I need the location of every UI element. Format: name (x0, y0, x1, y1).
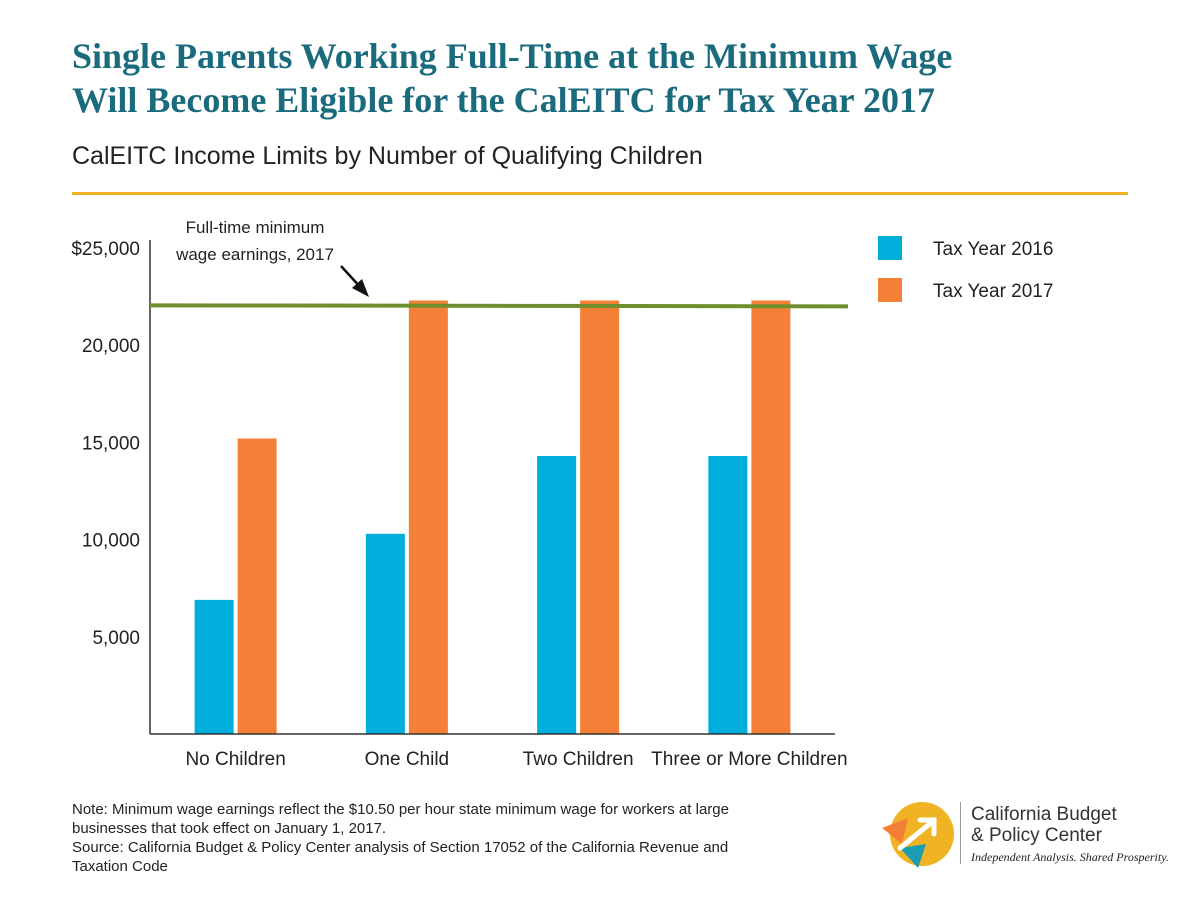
legend-swatch (878, 278, 902, 302)
chart-title: Single Parents Working Full-Time at the … (72, 34, 1152, 122)
reference-line-label: wage earnings, 2017 (175, 245, 334, 264)
y-axis-ticks: 5,000 10,000 15,000 20,000 $25,000 (71, 239, 140, 649)
x-tick-label: Three or More Children (651, 749, 847, 770)
minimum-wage-reference-line (149, 303, 849, 309)
legend-swatch (878, 236, 902, 260)
axes (149, 240, 835, 735)
chart-title-line-1: Single Parents Working Full-Time at the … (72, 36, 953, 76)
note-line-2: businesses that took effect on January 1… (72, 820, 387, 837)
logo-mark-icon (882, 802, 954, 868)
bar-2017 (751, 300, 791, 734)
legend: Tax Year 2016 Tax Year 2017 (878, 236, 1053, 302)
logo-tagline: Independent Analysis. Shared Prosperity. (971, 850, 1169, 864)
x-tick-label: No Children (185, 749, 285, 770)
x-tick-label: One Child (365, 749, 450, 770)
bar-2016 (708, 456, 748, 734)
y-tick-label: 20,000 (82, 336, 140, 357)
reference-line-group: Full-time minimum wage earnings, 2017 (149, 218, 849, 309)
bar-2017 (408, 300, 448, 734)
logo-name-line-2: & Policy Center (971, 825, 1102, 846)
legend-label: Tax Year 2017 (933, 281, 1053, 302)
bar-2017 (237, 438, 277, 734)
logo-divider (960, 802, 961, 864)
title-divider (72, 192, 1128, 195)
bar-2016 (365, 533, 405, 734)
bar-2016 (194, 599, 234, 734)
reference-line-label: Full-time minimum (186, 218, 325, 237)
note-line-1: Note: Minimum wage earnings reflect the … (72, 801, 729, 818)
y-tick-label: 5,000 (92, 628, 140, 649)
y-tick-label: 10,000 (82, 531, 140, 552)
reference-arrowhead-icon (352, 279, 369, 297)
logo-name-line-1: California Budget (971, 804, 1117, 825)
y-tick-label: 15,000 (82, 433, 140, 454)
logo-name: California Budget & Policy Center (971, 804, 1117, 846)
bar-2017 (580, 300, 620, 734)
bar-group (194, 300, 791, 734)
x-tick-label: Two Children (523, 749, 634, 770)
source-line-1: Source: California Budget & Policy Cente… (72, 839, 729, 856)
source-line-2: Taxation Code (72, 858, 168, 875)
chart-note: Note: Minimum wage earnings reflect the … (72, 800, 832, 876)
x-axis-labels: No Children One Child Two Children Three or… (185, 749, 847, 770)
organization-logo: California Budget & Policy Center Indepe… (878, 798, 1169, 868)
chart-subtitle: CalEITC Income Limits by Number of Quali… (72, 142, 703, 170)
y-tick-label: $25,000 (71, 239, 140, 260)
legend-label: Tax Year 2016 (933, 239, 1053, 260)
bar-2016 (537, 456, 577, 734)
chart-title-line-2: Will Become Eligible for the CalEITC for… (72, 80, 935, 120)
